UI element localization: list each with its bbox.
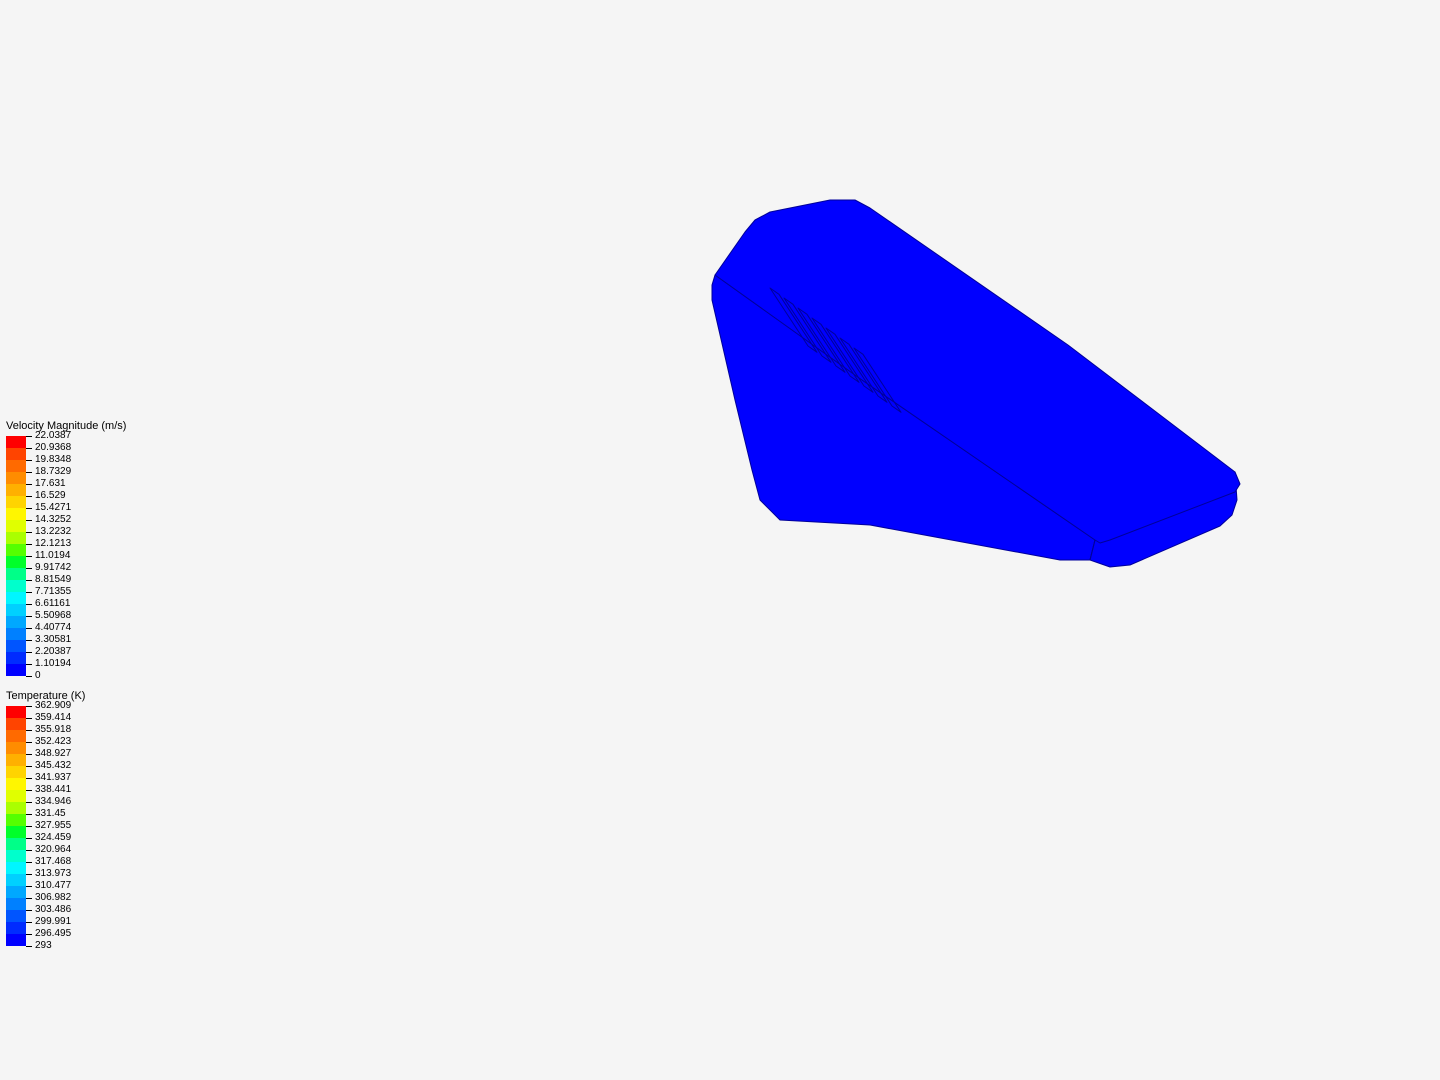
colorbar-tick-label: 7.71355 xyxy=(35,587,71,597)
colorbar-tick-label: 18.7329 xyxy=(35,467,71,477)
colorbar-swatch xyxy=(6,496,26,508)
legend-temperature: Temperature (K) 362.909359.414355.918352… xyxy=(6,690,85,958)
colorbar-swatch xyxy=(6,850,26,862)
colorbar-tick-label: 2.20387 xyxy=(35,647,71,657)
colorbar-tick-label: 293 xyxy=(35,941,52,951)
colorbar-swatch xyxy=(6,922,26,934)
colorbar-swatch xyxy=(6,730,26,742)
colorbar-swatch xyxy=(6,568,26,580)
colorbar-tick-label: 3.30581 xyxy=(35,635,71,645)
colorbar-swatch xyxy=(6,592,26,604)
colorbar-swatch xyxy=(6,460,26,472)
simulation-viewport xyxy=(0,0,1440,1080)
colorbar-swatch xyxy=(6,718,26,730)
colorbar-swatch xyxy=(6,628,26,640)
colorbar-tick-label: 5.50968 xyxy=(35,611,71,621)
colorbar-tick-label: 0 xyxy=(35,671,41,681)
colorbar-swatch xyxy=(6,814,26,826)
colorbar-swatch xyxy=(6,508,26,520)
legend-temperature-labels: 362.909 359.414 355.918 352.423 348.927 345.4… xyxy=(26,700,71,952)
model-render xyxy=(0,0,1440,1080)
colorbar-swatch xyxy=(6,448,26,460)
colorbar-swatch xyxy=(6,838,26,850)
colorbar-swatch xyxy=(6,790,26,802)
colorbar-tick-label: 348.927 xyxy=(35,749,71,759)
colorbar-swatch xyxy=(6,754,26,766)
colorbar-swatch xyxy=(6,532,26,544)
colorbar-tick-label: 13.2232 xyxy=(35,527,71,537)
colorbar-swatch xyxy=(6,910,26,922)
colorbar-swatch xyxy=(6,826,26,838)
colorbar-tick-label: 4.40774 xyxy=(35,623,71,633)
colorbar-tick-label: 15.4271 xyxy=(35,503,71,513)
colorbar-tick-label: 20.9368 xyxy=(35,443,71,453)
colorbar-tick-label: 310.477 xyxy=(35,881,71,891)
colorbar-tick-label: 8.81549 xyxy=(35,575,71,585)
colorbar-swatch xyxy=(6,778,26,790)
colorbar-tick-label: 296.495 xyxy=(35,929,71,939)
colorbar-swatch xyxy=(6,484,26,496)
colorbar-swatch xyxy=(6,934,26,946)
colorbar-tick-label: 303.486 xyxy=(35,905,71,915)
colorbar-tick-label: 355.918 xyxy=(35,725,71,735)
colorbar-swatch xyxy=(6,556,26,568)
colorbar-tick-label: 334.946 xyxy=(35,797,71,807)
legend-temperature-swatches xyxy=(6,706,26,958)
colorbar-tick-label: 331.45 xyxy=(35,809,66,819)
colorbar-swatch xyxy=(6,898,26,910)
colorbar-tick-label: 14.3252 xyxy=(35,515,71,525)
colorbar-tick-label: 313.973 xyxy=(35,869,71,879)
colorbar-tick-label: 306.982 xyxy=(35,893,71,903)
colorbar-tick-label: 324.459 xyxy=(35,833,71,843)
colorbar-tick-label: 352.423 xyxy=(35,737,71,747)
colorbar-tick-label: 320.964 xyxy=(35,845,71,855)
colorbar-swatch xyxy=(6,886,26,898)
colorbar-tick-label: 12.1213 xyxy=(35,539,71,549)
colorbar-swatch xyxy=(6,472,26,484)
legend-velocity: Velocity Magnitude (m/s) 22.038720.93681… xyxy=(6,420,126,688)
colorbar-tick-label: 299.991 xyxy=(35,917,71,927)
colorbar-tick-label: 9.91742 xyxy=(35,563,71,573)
colorbar-tick-label: 362.909 xyxy=(35,701,71,711)
colorbar-tick-label: 359.414 xyxy=(35,713,71,723)
colorbar-swatch xyxy=(6,766,26,778)
legend-velocity-labels: 22.0387 20.9368 19.8348 18.7329 17.631 16.529… xyxy=(26,430,71,682)
colorbar-tick-label: 17.631 xyxy=(35,479,66,489)
colorbar-swatch xyxy=(6,436,26,448)
colorbar-tick-label: 16.529 xyxy=(35,491,66,501)
legend-velocity-swatches xyxy=(6,436,26,688)
colorbar-swatch xyxy=(6,664,26,676)
colorbar-swatch xyxy=(6,544,26,556)
colorbar-tick-label: 11.0194 xyxy=(35,551,70,561)
colorbar-tick-label: 345.432 xyxy=(35,761,71,771)
colorbar-tick-label: 6.61161 xyxy=(35,599,70,609)
colorbar-tick-label: 22.0387 xyxy=(35,431,71,441)
colorbar-tick-label: 19.8348 xyxy=(35,455,71,465)
colorbar-swatch xyxy=(6,874,26,886)
colorbar-swatch xyxy=(6,640,26,652)
colorbar-tick-label: 327.955 xyxy=(35,821,71,831)
colorbar-swatch xyxy=(6,706,26,718)
colorbar-swatch xyxy=(6,616,26,628)
colorbar-swatch xyxy=(6,520,26,532)
colorbar-swatch xyxy=(6,802,26,814)
colorbar-tick-label: 317.468 xyxy=(35,857,71,867)
colorbar-swatch xyxy=(6,652,26,664)
colorbar-swatch xyxy=(6,580,26,592)
colorbar-tick-label: 341.937 xyxy=(35,773,71,783)
colorbar-swatch xyxy=(6,862,26,874)
colorbar-tick-label: 1.10194 xyxy=(35,659,71,669)
colorbar-tick-label: 338.441 xyxy=(35,785,71,795)
colorbar-swatch xyxy=(6,742,26,754)
colorbar-swatch xyxy=(6,604,26,616)
